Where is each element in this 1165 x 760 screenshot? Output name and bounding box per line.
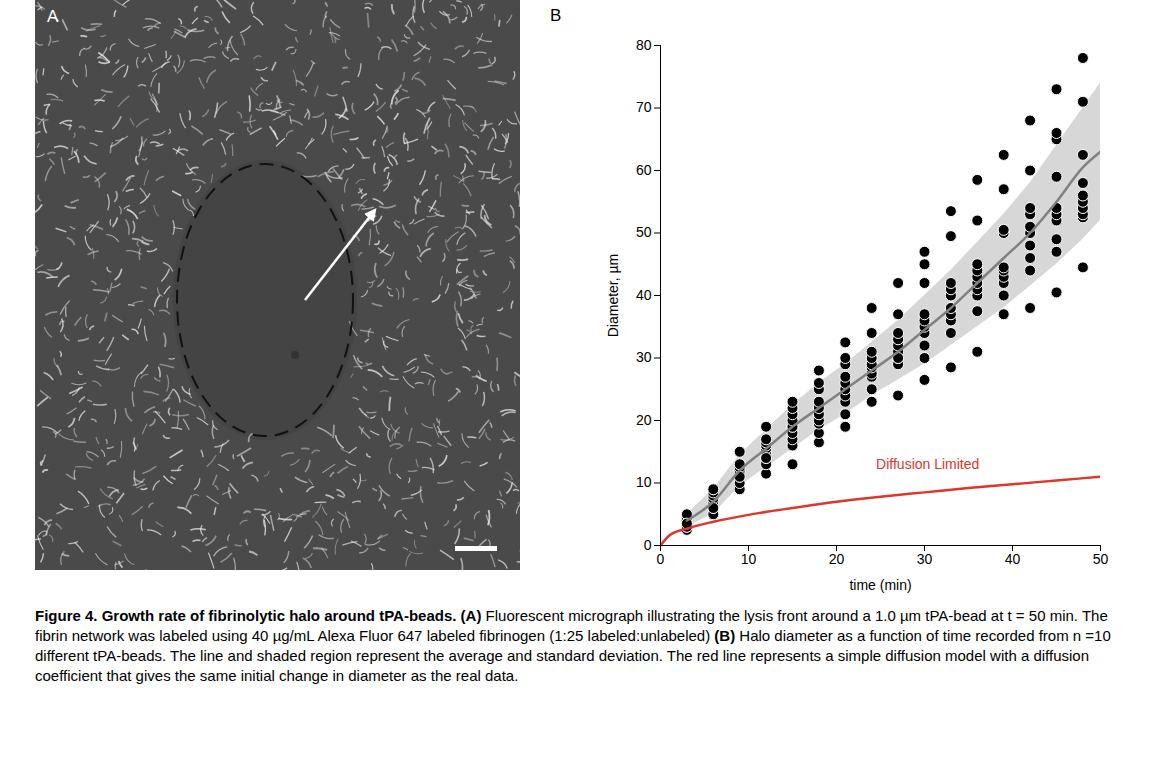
svg-text:0: 0 (657, 551, 665, 567)
svg-text:20: 20 (636, 412, 652, 428)
svg-text:40: 40 (636, 287, 652, 303)
svg-text:0: 0 (644, 537, 652, 553)
svg-text:10: 10 (741, 551, 757, 567)
svg-text:30: 30 (636, 349, 652, 365)
svg-text:30: 30 (917, 551, 933, 567)
svg-text:70: 70 (636, 99, 652, 115)
svg-text:A: A (47, 7, 59, 26)
svg-text:40: 40 (1005, 551, 1021, 567)
svg-text:80: 80 (636, 37, 652, 53)
html-text:Figure 4. Growth rate of fibri: Figure 4. Growth rate of fibrinolytic ha… (35, 607, 1111, 684)
svg-text:Diameter, µm: Diameter, µm (605, 254, 621, 338)
svg-text:20: 20 (829, 551, 845, 567)
svg-text:10: 10 (636, 474, 652, 490)
svg-text:50: 50 (636, 224, 652, 240)
svg-text:time (min): time (min) (849, 577, 911, 593)
html-text:B: B (550, 6, 562, 25)
svg-text:60: 60 (636, 162, 652, 178)
svg-text:50: 50 (1093, 551, 1109, 567)
svg-text:Diffusion Limited: Diffusion Limited (876, 456, 979, 472)
